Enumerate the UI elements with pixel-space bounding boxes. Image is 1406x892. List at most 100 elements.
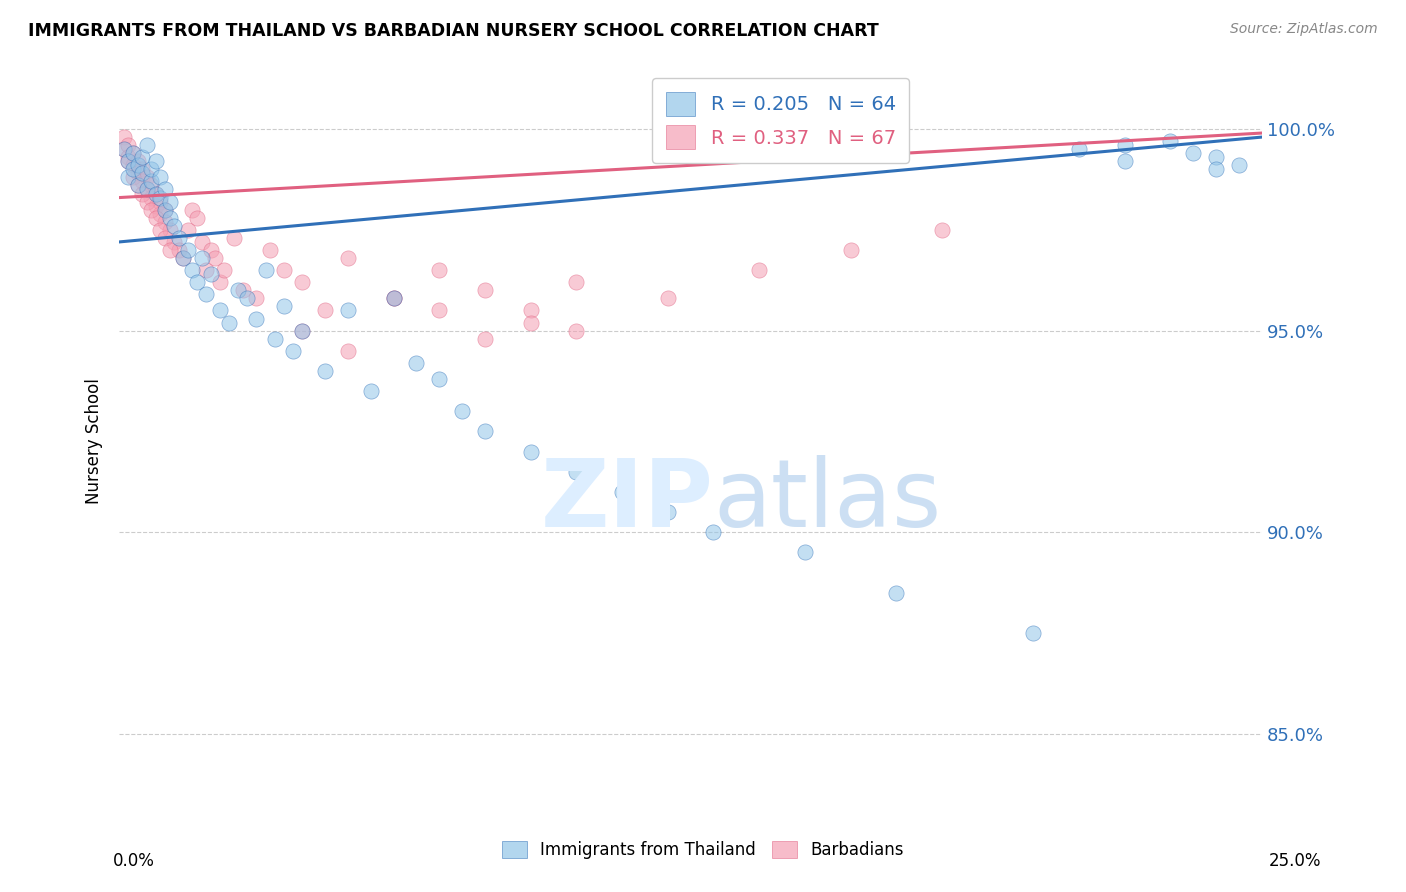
- Point: [131, 186, 153, 201]
- Point: [336, 251, 359, 265]
- Point: [657, 292, 679, 306]
- Point: [172, 251, 194, 265]
- Point: [145, 211, 167, 225]
- Text: 25.0%: 25.0%: [1270, 852, 1322, 870]
- Point: [167, 243, 190, 257]
- Point: [314, 364, 336, 378]
- Point: [177, 223, 200, 237]
- Point: [145, 199, 167, 213]
- Point: [135, 194, 157, 209]
- Point: [167, 231, 190, 245]
- Point: [208, 275, 231, 289]
- Point: [565, 324, 588, 338]
- Point: [141, 162, 163, 177]
- Point: [117, 154, 139, 169]
- Point: [291, 324, 314, 338]
- Legend: Immigrants from Thailand, Barbadians: Immigrants from Thailand, Barbadians: [495, 834, 911, 866]
- Point: [314, 303, 336, 318]
- Point: [565, 465, 588, 479]
- Point: [122, 158, 145, 172]
- Point: [112, 130, 135, 145]
- Point: [131, 174, 153, 188]
- Point: [153, 202, 176, 217]
- Point: [1205, 150, 1227, 164]
- Point: [153, 202, 176, 217]
- Point: [427, 372, 450, 386]
- Point: [273, 263, 295, 277]
- Point: [149, 194, 172, 209]
- Point: [1159, 134, 1181, 148]
- Point: [884, 586, 907, 600]
- Point: [200, 267, 222, 281]
- Point: [291, 324, 314, 338]
- Point: [1205, 162, 1227, 177]
- Point: [519, 444, 541, 458]
- Point: [565, 275, 588, 289]
- Point: [291, 275, 314, 289]
- Point: [149, 207, 172, 221]
- Point: [200, 243, 222, 257]
- Point: [1022, 626, 1045, 640]
- Point: [181, 202, 204, 217]
- Legend: R = 0.205   N = 64, R = 0.337   N = 67: R = 0.205 N = 64, R = 0.337 N = 67: [652, 78, 910, 162]
- Point: [141, 202, 163, 217]
- Point: [149, 190, 172, 204]
- Point: [259, 243, 281, 257]
- Text: 0.0%: 0.0%: [112, 852, 155, 870]
- Point: [204, 251, 226, 265]
- Point: [145, 154, 167, 169]
- Point: [610, 485, 633, 500]
- Point: [222, 231, 245, 245]
- Point: [135, 138, 157, 153]
- Point: [360, 384, 382, 398]
- Point: [232, 283, 254, 297]
- Point: [405, 356, 427, 370]
- Point: [1227, 158, 1250, 172]
- Point: [163, 235, 186, 249]
- Point: [112, 142, 135, 156]
- Point: [135, 182, 157, 196]
- Point: [519, 316, 541, 330]
- Point: [131, 162, 153, 177]
- Y-axis label: Nursery School: Nursery School: [86, 378, 103, 505]
- Point: [127, 154, 149, 169]
- Point: [127, 158, 149, 172]
- Point: [748, 263, 770, 277]
- Point: [117, 170, 139, 185]
- Point: [141, 190, 163, 204]
- Point: [131, 166, 153, 180]
- Point: [382, 292, 405, 306]
- Point: [208, 303, 231, 318]
- Point: [117, 138, 139, 153]
- Point: [186, 275, 208, 289]
- Point: [427, 303, 450, 318]
- Point: [122, 146, 145, 161]
- Point: [159, 194, 181, 209]
- Point: [190, 251, 212, 265]
- Point: [245, 292, 267, 306]
- Point: [135, 170, 157, 185]
- Point: [427, 263, 450, 277]
- Point: [1067, 142, 1090, 156]
- Point: [131, 150, 153, 164]
- Point: [149, 223, 172, 237]
- Point: [1182, 146, 1205, 161]
- Point: [117, 154, 139, 169]
- Point: [141, 178, 163, 193]
- Point: [127, 178, 149, 193]
- Point: [153, 231, 176, 245]
- Point: [793, 545, 815, 559]
- Point: [474, 332, 496, 346]
- Point: [931, 223, 953, 237]
- Text: ZIP: ZIP: [540, 455, 713, 547]
- Point: [382, 292, 405, 306]
- Point: [117, 150, 139, 164]
- Point: [181, 263, 204, 277]
- Point: [159, 223, 181, 237]
- Point: [226, 283, 249, 297]
- Text: Source: ZipAtlas.com: Source: ZipAtlas.com: [1230, 22, 1378, 37]
- Point: [839, 243, 862, 257]
- Point: [186, 211, 208, 225]
- Point: [195, 287, 218, 301]
- Point: [195, 263, 218, 277]
